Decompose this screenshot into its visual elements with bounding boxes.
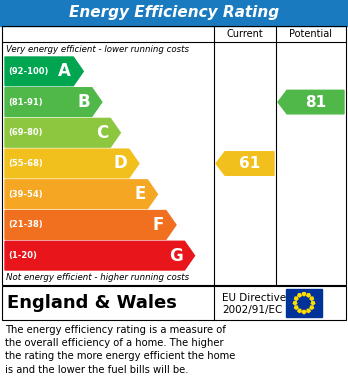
Text: 81: 81: [305, 95, 326, 109]
Text: D: D: [113, 154, 127, 172]
Text: 61: 61: [239, 156, 260, 171]
Text: F: F: [153, 216, 164, 234]
Text: (69-80): (69-80): [8, 128, 42, 137]
Bar: [0, 0, 348, 26]
Text: 2002/91/EC: 2002/91/EC: [222, 305, 282, 315]
Text: Very energy efficient - lower running costs: Very energy efficient - lower running co…: [6, 45, 189, 54]
Text: EU Directive: EU Directive: [222, 292, 286, 303]
Polygon shape: [216, 152, 274, 175]
Text: E: E: [134, 185, 145, 203]
Polygon shape: [5, 88, 102, 117]
Text: Energy Efficiency Rating: Energy Efficiency Rating: [69, 5, 279, 20]
Text: (55-68): (55-68): [8, 159, 43, 168]
Polygon shape: [5, 180, 157, 208]
Text: Current: Current: [227, 29, 263, 39]
Polygon shape: [5, 241, 195, 270]
Bar: [0, 285, 348, 321]
Text: England & Wales: England & Wales: [7, 294, 177, 312]
Text: (39-54): (39-54): [8, 190, 42, 199]
Text: (92-100): (92-100): [8, 67, 48, 76]
Text: C: C: [96, 124, 108, 142]
Text: The energy efficiency rating is a measure of
the overall efficiency of a home. T: The energy efficiency rating is a measur…: [5, 325, 235, 375]
Text: (1-20): (1-20): [8, 251, 37, 260]
Text: G: G: [169, 247, 182, 265]
Polygon shape: [5, 118, 120, 147]
Text: B: B: [77, 93, 90, 111]
Bar: [2, 26, 346, 285]
Polygon shape: [5, 149, 139, 178]
Text: (81-91): (81-91): [8, 98, 42, 107]
Text: Not energy efficient - higher running costs: Not energy efficient - higher running co…: [6, 273, 189, 283]
Bar: [2, 286, 346, 320]
Polygon shape: [278, 90, 344, 114]
Bar: [286, 289, 322, 317]
Polygon shape: [5, 57, 83, 86]
Text: Potential: Potential: [290, 29, 332, 39]
Text: (21-38): (21-38): [8, 221, 42, 230]
Text: A: A: [58, 62, 71, 81]
Polygon shape: [5, 211, 176, 239]
